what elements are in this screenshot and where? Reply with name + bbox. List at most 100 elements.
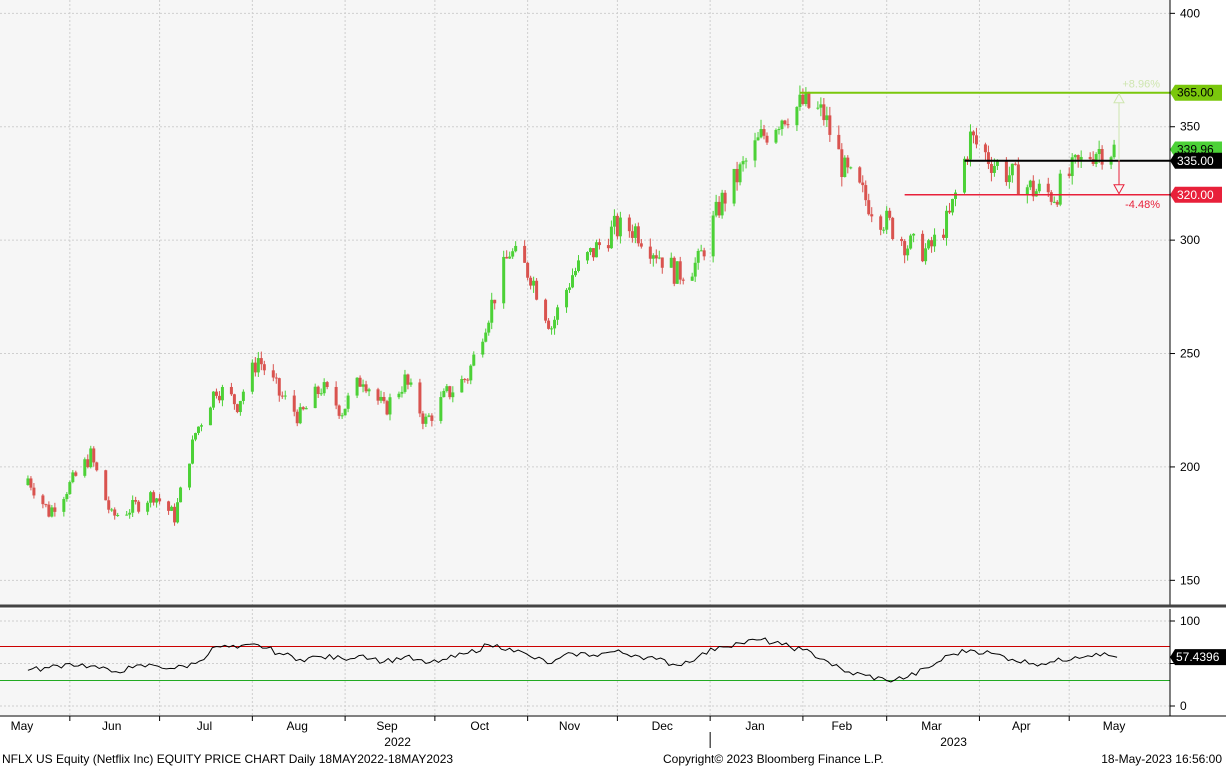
candle-body [505, 256, 509, 259]
candle-body [439, 397, 443, 421]
candle-body [208, 407, 212, 426]
candle-body [798, 94, 802, 107]
candle-body [116, 515, 120, 517]
candle-body [134, 500, 138, 502]
candle-body [104, 470, 108, 501]
candle-body [1112, 144, 1116, 158]
candle-body [618, 217, 622, 237]
candle-body [786, 124, 790, 126]
candle-body [588, 248, 592, 253]
candle-body [385, 401, 389, 415]
candle-body [292, 395, 296, 412]
candle-body [283, 395, 287, 397]
rsi-tick-label: 100 [1180, 614, 1200, 628]
candle-body [301, 407, 305, 410]
candle-body [262, 364, 266, 371]
candle-body [591, 248, 595, 258]
candle-body [630, 231, 634, 238]
y-tick-label: 200 [1180, 460, 1200, 474]
candle-body [732, 168, 736, 204]
candle-body [451, 392, 455, 398]
year-label-2023: 2023 [940, 735, 967, 749]
candle-body [951, 198, 955, 213]
candle-body [271, 370, 275, 378]
x-month-label: Jan [745, 719, 764, 733]
candle-body [1055, 201, 1059, 205]
candle-body [882, 229, 886, 231]
candle-body [921, 233, 925, 262]
candle-body [723, 192, 727, 204]
candle-body [651, 255, 655, 259]
candle-body [155, 498, 159, 503]
candle-body [217, 395, 221, 401]
candle-body [490, 299, 494, 323]
candle-body [295, 411, 299, 424]
candle-body [1058, 173, 1062, 205]
x-month-label: Feb [831, 719, 852, 733]
candle-body [556, 307, 560, 320]
candle-body [594, 242, 598, 258]
candle-body [469, 365, 473, 381]
candle-body [1004, 161, 1008, 183]
candle-body [41, 495, 45, 505]
candle-body [316, 386, 320, 394]
arrow-up-head [1113, 92, 1125, 104]
candle-body [379, 396, 383, 401]
candle-body [870, 214, 874, 217]
level-current-label: 335.00 [1177, 154, 1214, 168]
rsi-value-tag [1170, 649, 1226, 666]
candle-body [313, 386, 317, 409]
candle-body [858, 167, 862, 183]
candle-body [355, 377, 359, 396]
candle-body [597, 242, 601, 246]
candle-body [690, 276, 694, 281]
candle-body [888, 210, 892, 218]
candle-body [576, 260, 580, 272]
x-month-label: Oct [470, 719, 489, 733]
candle-body [840, 149, 844, 178]
candle-body [971, 131, 975, 136]
candle-body [418, 382, 422, 414]
candle-body [514, 245, 518, 252]
candle-body [149, 492, 153, 503]
x-month-label: Jul [197, 719, 212, 733]
candle-body [343, 408, 347, 416]
candle-body [346, 395, 350, 409]
candle-body [849, 167, 853, 169]
candle-body [759, 129, 763, 138]
candle-body [693, 262, 697, 277]
candle-body [1037, 183, 1041, 192]
candle-body [1025, 187, 1029, 195]
pct-down-label: -4.48% [1125, 199, 1160, 211]
candle-body [699, 250, 703, 252]
candle-body [430, 415, 434, 421]
candle-body [777, 129, 781, 131]
candle-body [648, 246, 652, 259]
candle-body [445, 386, 449, 391]
x-month-label: Dec [652, 719, 673, 733]
y-tick-label: 400 [1180, 6, 1200, 20]
candle-body [232, 394, 236, 405]
rsi-axis: 0 100 57.4396 [1169, 609, 1226, 716]
candle-body [1028, 180, 1032, 188]
candle-body [930, 240, 934, 247]
candle-body [325, 382, 329, 387]
candle-body [909, 235, 913, 249]
candle-body [382, 396, 386, 402]
candle-body [992, 165, 996, 173]
candle-body [627, 217, 631, 232]
candle-body [1034, 191, 1038, 197]
candle-body [1031, 180, 1035, 197]
candle-body [179, 487, 183, 503]
candles [26, 85, 1116, 526]
candle-body [193, 433, 197, 440]
footer-bar: NFLX US Equity (Netflix Inc) EQUITY PRIC… [0, 750, 1226, 767]
candle-body [1076, 155, 1080, 160]
candle-body [828, 115, 832, 135]
candle-body [702, 250, 706, 257]
candle-body [989, 164, 993, 173]
candle-body [654, 255, 658, 259]
candle-body [1079, 156, 1083, 160]
candle-body [526, 262, 530, 278]
candle-body [367, 389, 371, 392]
